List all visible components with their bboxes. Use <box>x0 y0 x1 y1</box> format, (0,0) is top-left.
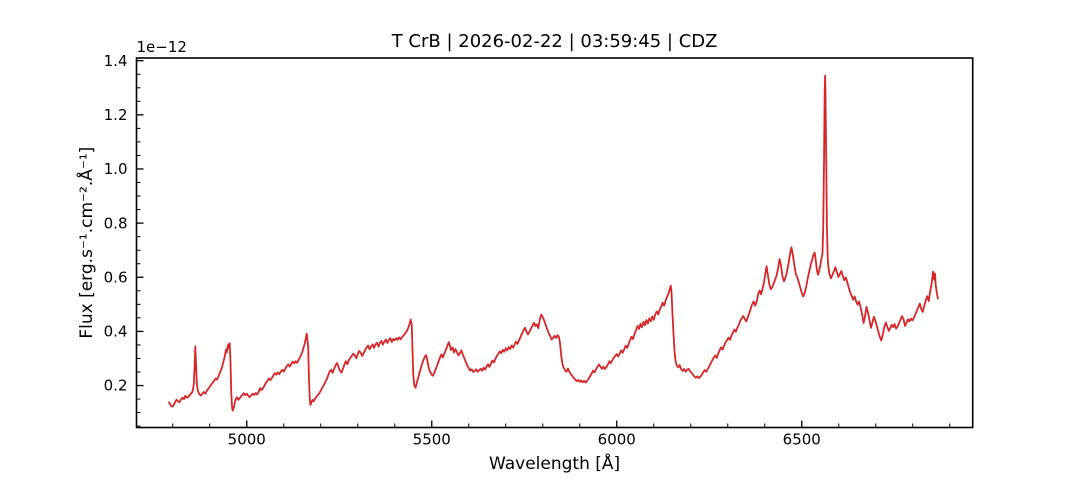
chart-title: T CrB | 2026-02-22 | 03:59:45 | CDZ <box>391 31 718 52</box>
y-tick-label: 1.2 <box>104 106 128 124</box>
y-axis-label: Flux [erg.s⁻¹.cm⁻².Å⁻¹] <box>75 147 97 339</box>
y-tick-label: 1.4 <box>104 52 128 70</box>
y-tick-label: 1.0 <box>104 160 128 178</box>
y-tick-label: 0.2 <box>104 377 128 395</box>
x-tick-label: 5000 <box>228 431 266 449</box>
x-tick-label: 6500 <box>783 431 821 449</box>
axis-tick-labels: 5000 5500 6000 6500 0.2 0.4 0.6 0.8 1.0 1.2 1.4 <box>104 52 821 449</box>
x-tick-label: 6000 <box>598 431 636 449</box>
plot-frame <box>135 57 974 429</box>
y-tick-label: 0.4 <box>104 323 128 341</box>
x-axis-label: Wavelength [Å] <box>489 452 620 474</box>
y-tick-label: 0.6 <box>104 268 128 286</box>
y-axis-offset-label: 1e−12 <box>137 38 187 56</box>
spectrum-line <box>168 74 939 412</box>
x-tick-label: 5500 <box>413 431 451 449</box>
y-tick-label: 0.8 <box>104 214 128 232</box>
